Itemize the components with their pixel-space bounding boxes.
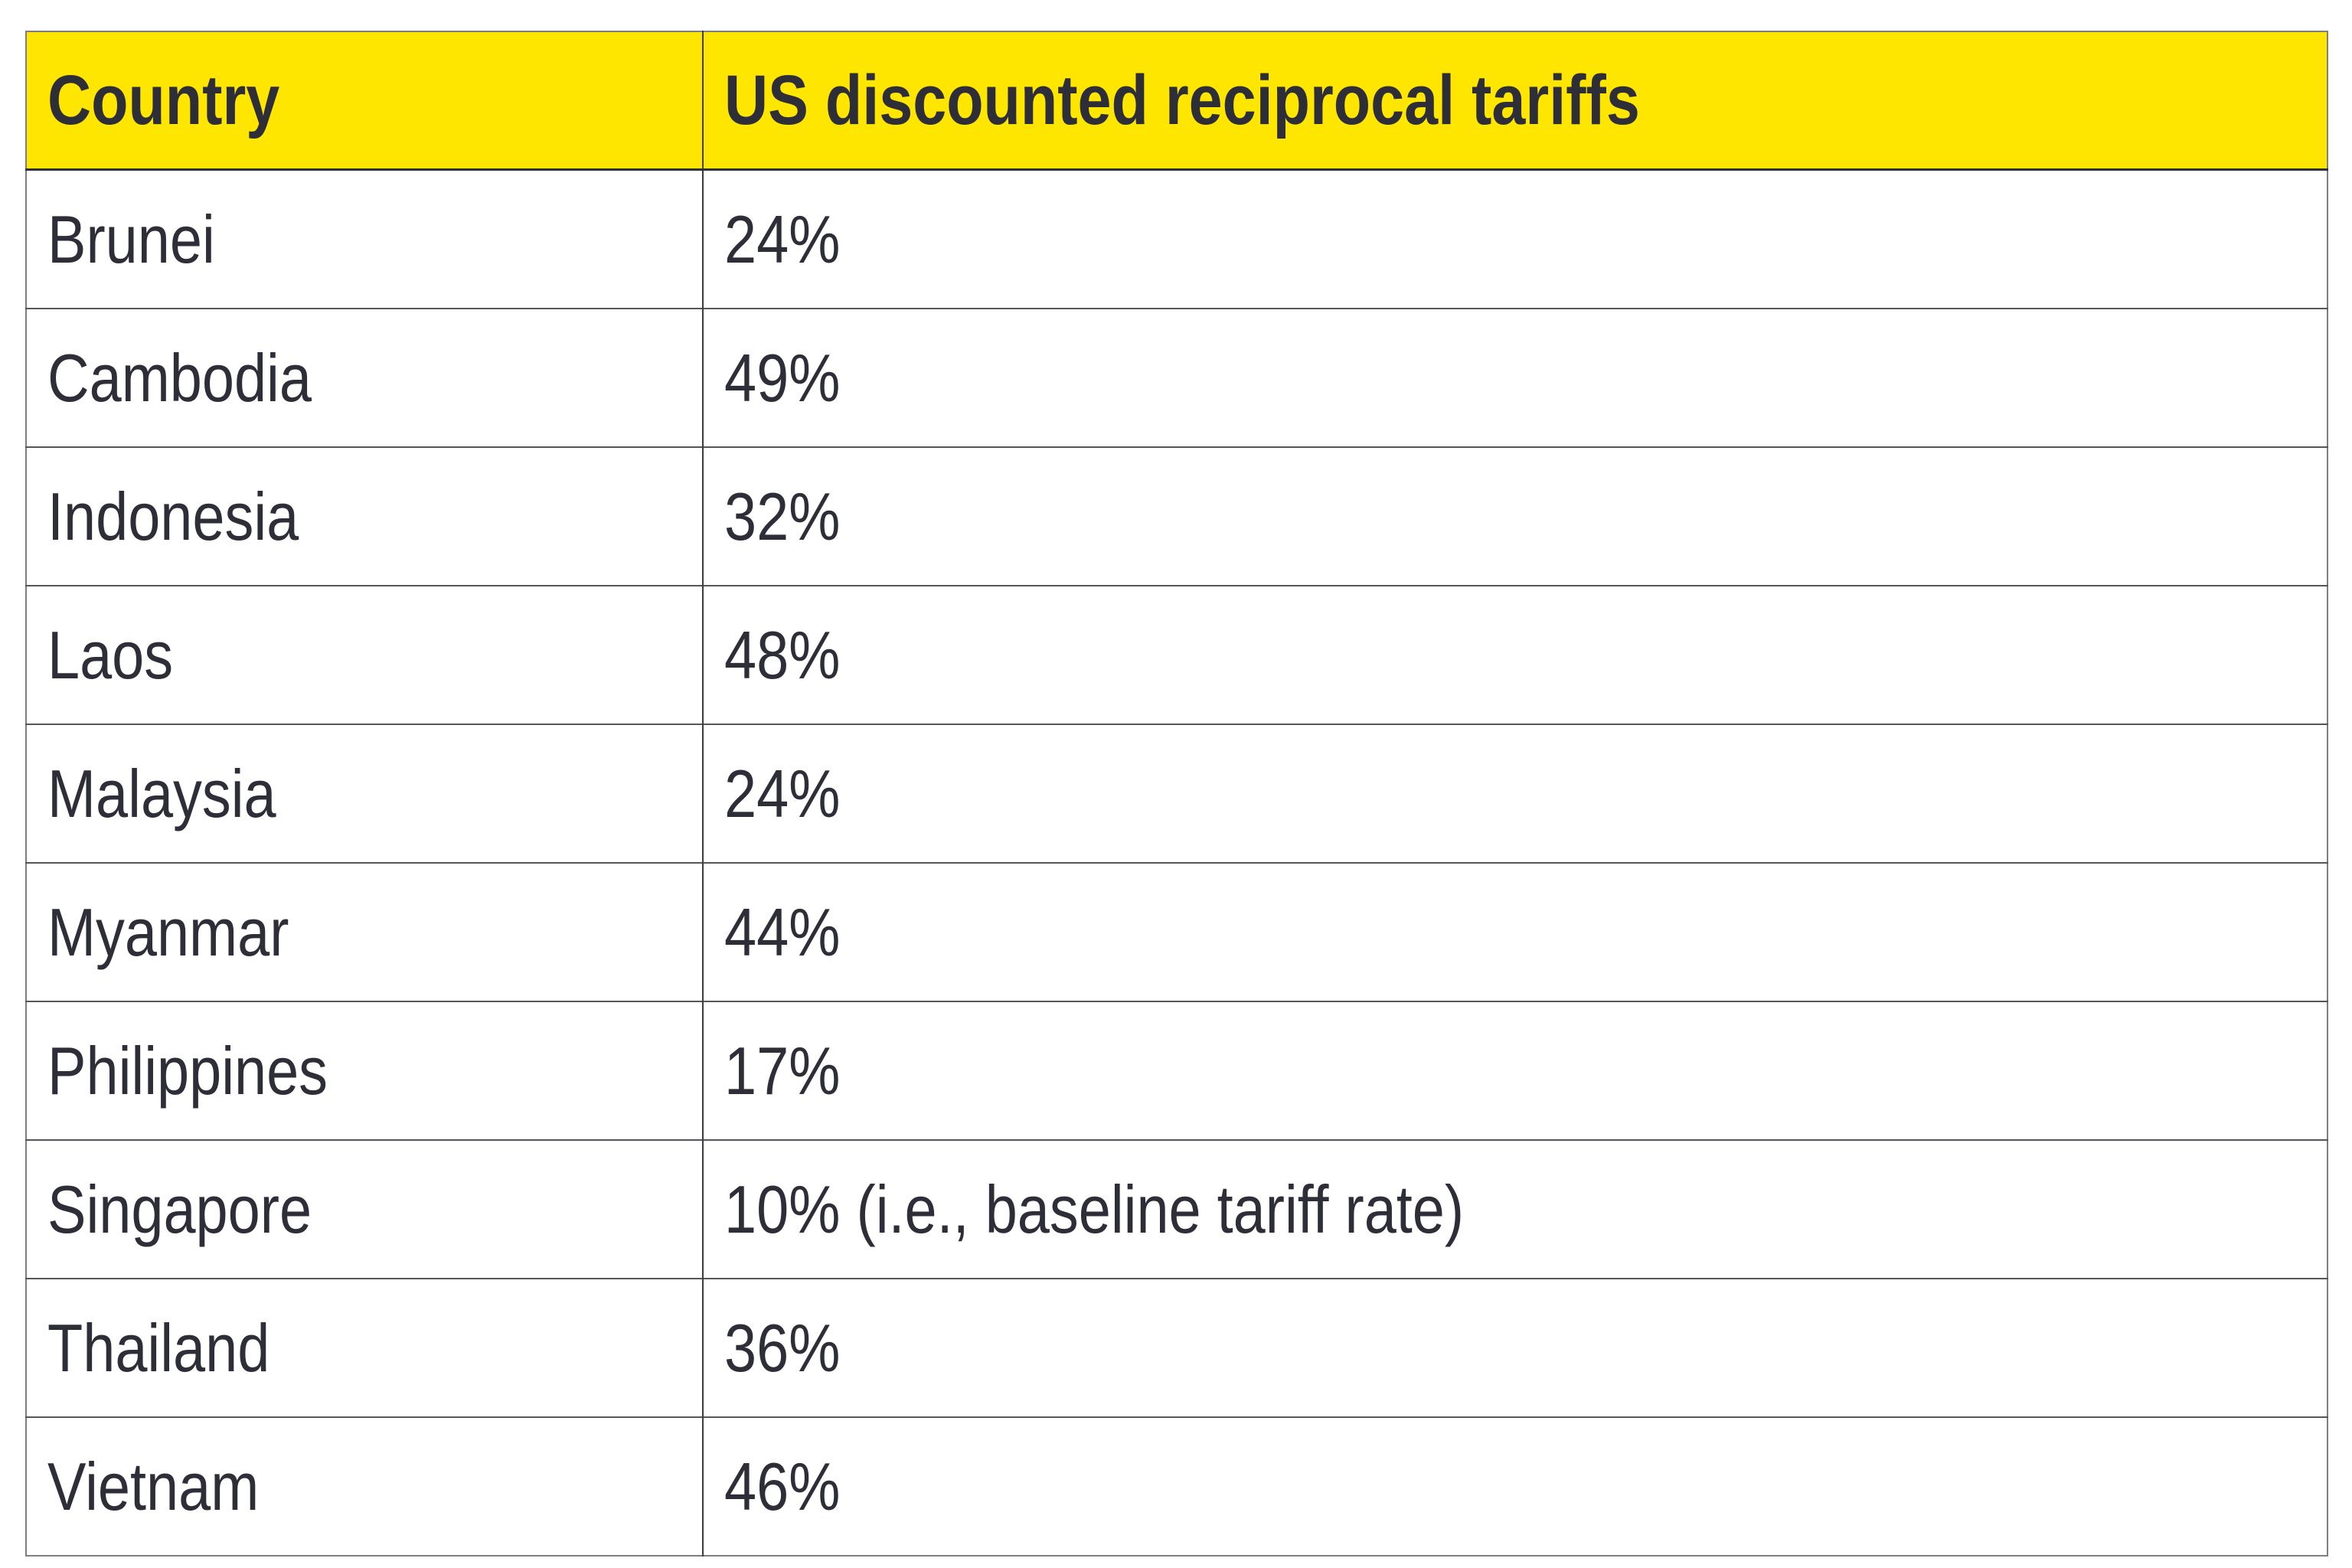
tariff-cell: 17%	[702, 1001, 2328, 1140]
country-cell: Philippines	[26, 1001, 703, 1140]
country-value: Cambodia	[47, 339, 312, 416]
tariff-cell: 32%	[702, 446, 2328, 586]
tariff-table: Country US discounted reciprocal tariffs…	[25, 31, 2328, 1557]
table-row: Laos 48%	[26, 585, 2328, 724]
tariff-value: 10% (i.e., baseline tariff rate)	[724, 1171, 1465, 1247]
country-value: Singapore	[47, 1171, 312, 1247]
tariff-cell: 24%	[702, 168, 2328, 309]
table-row: Malaysia 24%	[26, 724, 2328, 863]
tariff-cell: 49%	[702, 308, 2328, 447]
table-row: Vietnam 46%	[26, 1416, 2328, 1556]
table-row: Philippines 17%	[26, 1001, 2328, 1140]
tariff-cell: 44%	[702, 862, 2328, 1001]
table-row: Singapore 10% (i.e., baseline tariff rat…	[26, 1139, 2328, 1279]
country-value: Philippines	[47, 1032, 328, 1109]
tariff-value: 24%	[724, 201, 841, 277]
table-header-row: Country US discounted reciprocal tariffs	[26, 31, 2328, 171]
country-cell: Indonesia	[26, 446, 703, 586]
country-value: Malaysia	[47, 755, 276, 831]
table-row: Myanmar 44%	[26, 862, 2328, 1001]
tariff-cell: 46%	[702, 1416, 2328, 1556]
column-header-country: Country	[26, 31, 703, 171]
country-cell: Malaysia	[26, 724, 703, 863]
tariff-cell: 24%	[702, 724, 2328, 863]
country-cell: Brunei	[26, 168, 703, 309]
table-row: Cambodia 49%	[26, 308, 2328, 447]
tariff-cell: 10% (i.e., baseline tariff rate)	[702, 1139, 2328, 1279]
country-cell: Laos	[26, 585, 703, 724]
country-value: Brunei	[47, 201, 215, 277]
tariff-value: 46%	[724, 1448, 841, 1524]
country-value: Vietnam	[47, 1448, 260, 1524]
country-value: Thailand	[47, 1309, 270, 1386]
country-value: Indonesia	[47, 478, 299, 554]
column-header-tariffs-label: US discounted reciprocal tariffs	[724, 60, 1640, 139]
tariff-value: 44%	[724, 893, 841, 970]
country-value: Myanmar	[47, 893, 289, 970]
tariff-value: 36%	[724, 1309, 841, 1386]
tariff-value: 17%	[724, 1032, 841, 1109]
country-cell: Myanmar	[26, 862, 703, 1001]
column-header-tariffs: US discounted reciprocal tariffs	[702, 31, 2328, 171]
table-row: Brunei 24%	[26, 168, 2328, 309]
country-cell: Cambodia	[26, 308, 703, 447]
tariff-value: 24%	[724, 755, 841, 831]
table-row: Indonesia 32%	[26, 446, 2328, 586]
table-row: Thailand 36%	[26, 1278, 2328, 1417]
country-cell: Thailand	[26, 1278, 703, 1417]
tariff-value: 49%	[724, 339, 841, 416]
tariff-cell: 48%	[702, 585, 2328, 724]
tariff-value: 48%	[724, 616, 841, 693]
country-cell: Vietnam	[26, 1416, 703, 1556]
country-cell: Singapore	[26, 1139, 703, 1279]
tariff-value: 32%	[724, 478, 841, 554]
country-value: Laos	[47, 616, 174, 693]
tariff-cell: 36%	[702, 1278, 2328, 1417]
column-header-country-label: Country	[47, 60, 280, 139]
